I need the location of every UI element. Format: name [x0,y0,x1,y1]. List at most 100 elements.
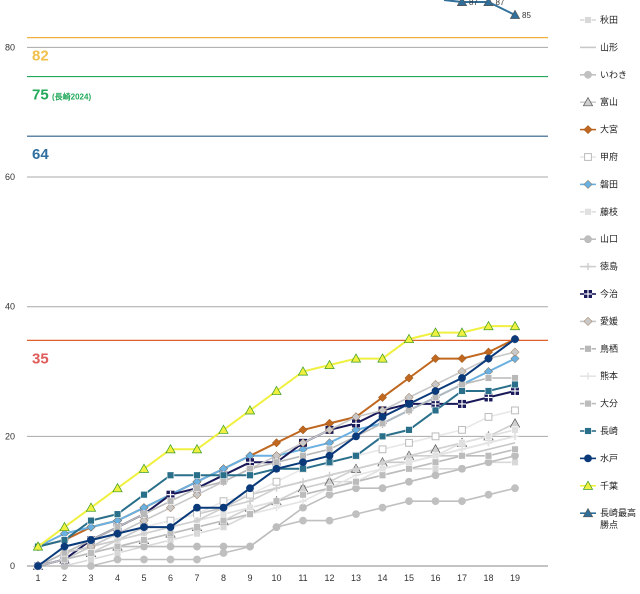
data-point [166,529,175,538]
data-point [166,555,175,564]
data-point [378,392,387,402]
x-tick-label: 10 [271,573,281,583]
legend-item-千葉: 千葉 [580,480,618,492]
data-point [219,516,228,525]
data-point [511,451,519,460]
data-point [431,465,440,473]
data-point [509,320,521,331]
data-point [113,529,122,538]
legend-label: 水戸 [600,452,618,464]
data-point [431,399,440,408]
data-point [193,542,201,551]
legend-swatch-marker [584,263,592,271]
data-point [404,373,414,383]
data-point [458,387,466,395]
data-point [246,510,254,518]
data-point [219,510,228,518]
data-point [299,478,307,486]
data-point [379,465,386,473]
data-point [511,426,519,434]
data-point [325,490,334,499]
data-point [87,562,95,570]
data-point [246,490,254,499]
legend-item-富山: 富山 [580,96,618,108]
series-lines [32,0,521,571]
data-point [272,438,281,448]
legend-label: 磐田 [600,178,618,190]
x-tick-label: 1 [35,573,40,583]
data-point [272,464,281,473]
legend-swatch-marker [583,316,593,326]
data-point [34,562,42,570]
legend-item-水戸: 水戸 [580,452,618,464]
data-point [378,471,387,479]
data-point [113,555,122,564]
data-point [352,432,360,441]
data-point [378,503,387,512]
legend-swatch-marker [584,70,592,79]
data-point [60,555,69,564]
data-point [458,380,466,389]
y-tick-label: 20 [5,431,15,441]
legend-label: 千葉 [600,480,618,492]
data-point [511,406,519,415]
data-point [483,320,494,331]
data-point [166,471,175,479]
data-point [431,354,440,364]
data-point [484,458,493,467]
data-point [350,353,362,363]
data-point [113,542,122,551]
series-いわき [34,484,519,570]
legend-swatch-marker [584,290,592,298]
data-point [378,484,387,493]
legend-label-cont: 勝点 [600,519,618,531]
data-point [511,458,519,466]
data-point [432,452,439,460]
data-point [272,477,281,486]
data-point [405,477,413,486]
data-point [165,443,176,454]
data-point [219,549,228,557]
y-tick-label: 80 [5,42,15,52]
data-point [219,497,228,506]
legend-item-今治: 今治 [580,288,618,300]
data-point [298,425,308,435]
data-point [60,562,69,570]
data-point [458,445,466,453]
data-point [246,503,254,512]
data-point [485,439,492,447]
data-point [510,354,520,364]
legend-label: 山口 [600,234,618,245]
data-point [484,374,493,382]
data-point [484,432,493,441]
data-point [405,400,413,408]
reference-label-75: 75 [32,87,49,104]
data-point [138,463,150,473]
legend-label: 甲府 [600,151,618,163]
data-point [509,9,521,19]
data-point [299,458,307,467]
data-point [458,497,466,506]
data-point [405,438,413,447]
data-point [272,497,281,505]
data-point [60,542,69,551]
data-point [511,335,519,344]
data-point [219,523,228,531]
data-labels: 87 87 85 [469,0,531,20]
legend-item-甲府: 甲府 [580,151,618,163]
reference-label-64: 64 [32,146,49,163]
x-tick-label: 6 [168,573,173,583]
legend-item-いわき: いわき [580,70,627,81]
data-point [193,529,201,538]
data-point [191,443,203,454]
data-point [140,536,148,544]
x-tick-label: 7 [194,573,199,583]
data-point [458,452,466,460]
legend-label: 長崎最高 [600,507,636,519]
data-point [219,478,228,486]
data-point [431,406,440,415]
legend-label: 富山 [600,96,618,108]
data-point [405,452,413,460]
data-point [378,445,387,454]
